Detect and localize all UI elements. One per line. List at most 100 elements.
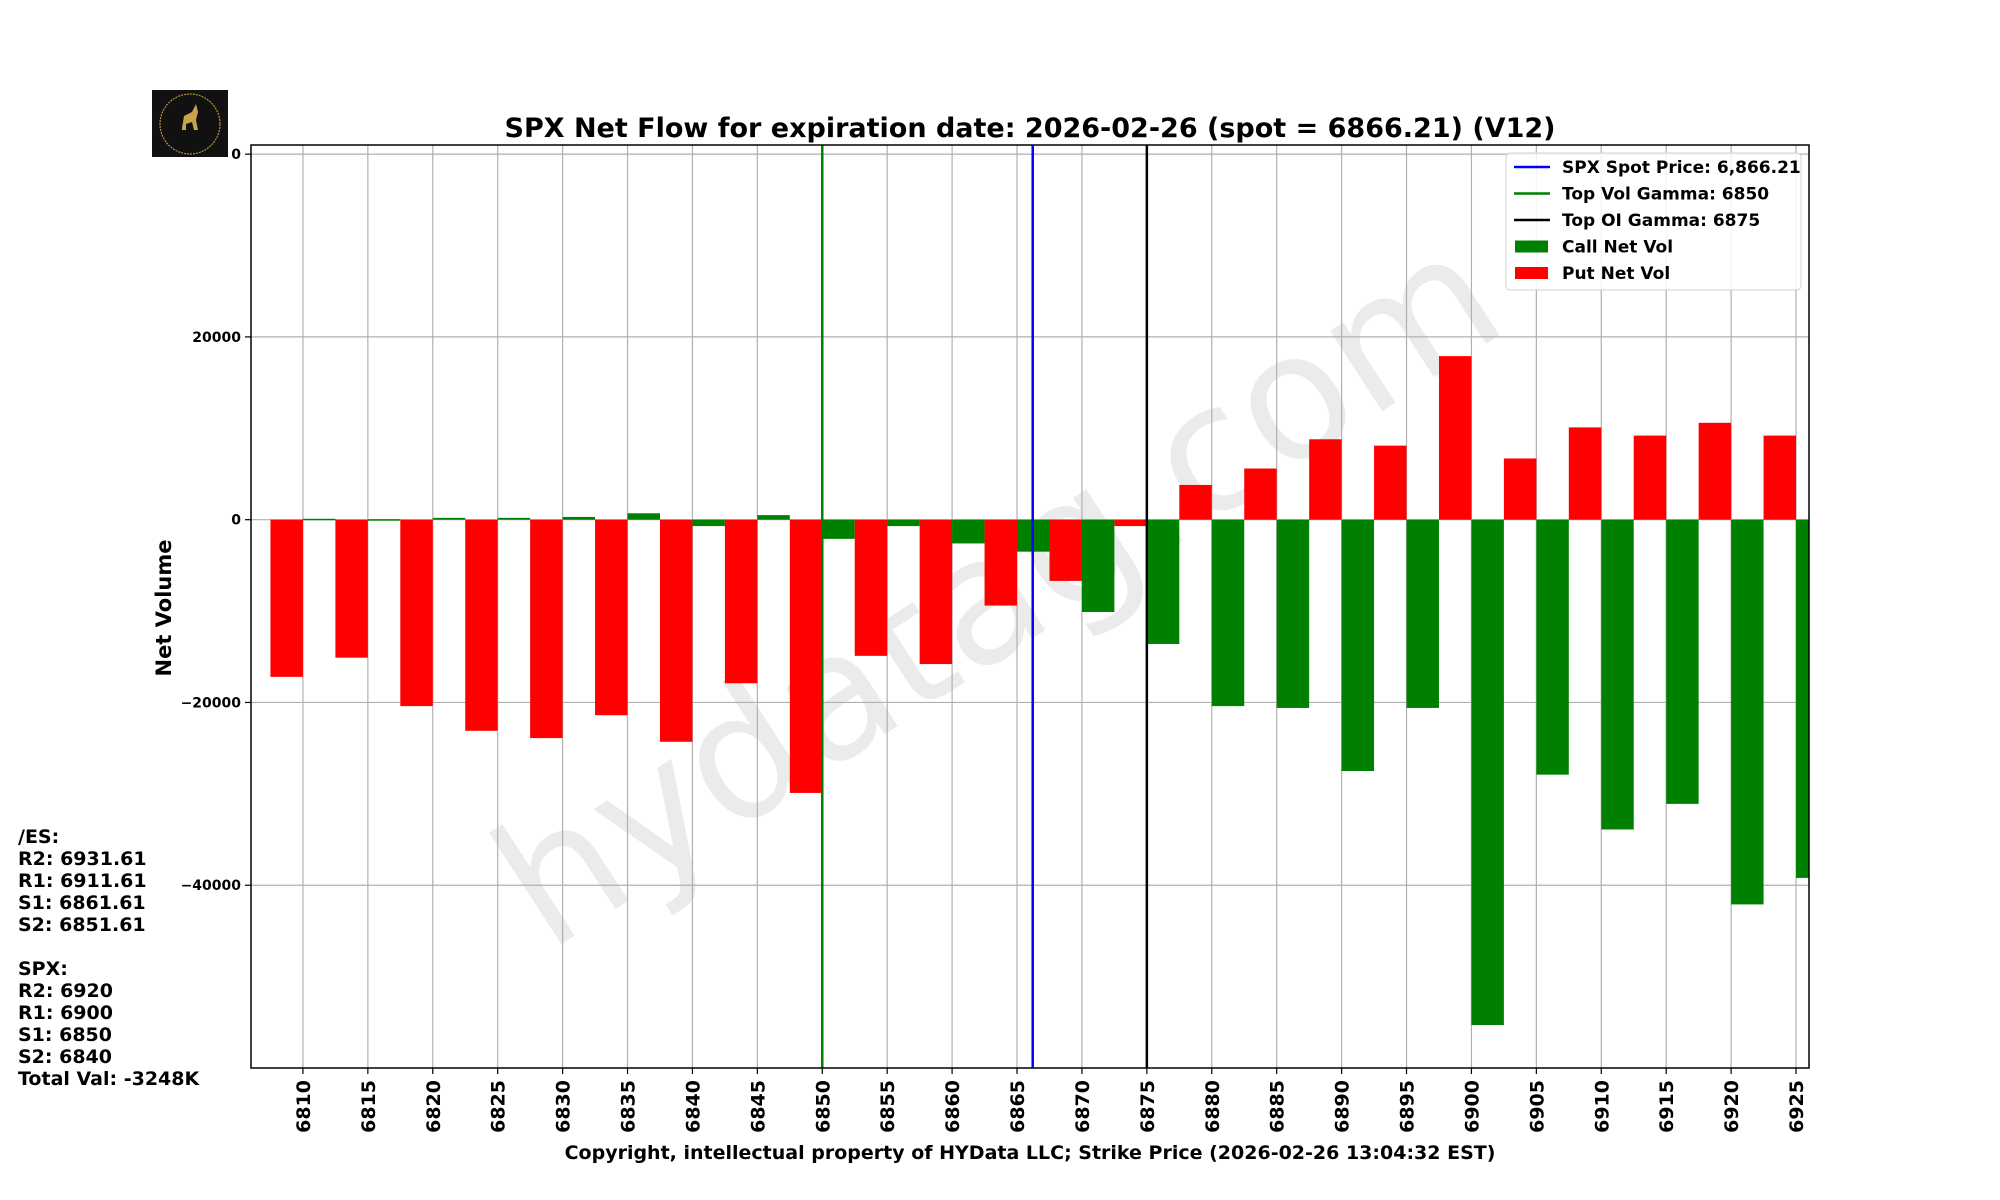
call-bar [1146,519,1180,644]
call-bar [1536,519,1569,775]
es-header: /ES: [18,826,60,848]
legend-label: Top Vol Gamma: 6850 [1562,185,1769,205]
x-tick-label: 6860 [942,1080,964,1133]
x-tick-label: 6835 [618,1080,640,1133]
put-bar [919,519,953,665]
put-bar [1179,484,1212,520]
put-bar [1698,422,1732,520]
legend-label: SPX Spot Price: 6,866.21 [1562,158,1801,178]
spx-header: SPX: [18,958,68,980]
es-r2: R2: 6931.61 [18,848,147,870]
call-bar [1406,519,1439,708]
x-tick-label: 6830 [553,1080,575,1133]
legend-label: Call Net Vol [1562,238,1673,258]
y-tick-label: 0 [231,513,241,529]
x-tick-label: 6855 [877,1080,899,1133]
total-value: Total Val: -3248K [18,1068,200,1090]
x-tick-label: 6925 [1786,1080,1808,1133]
put-bar [984,519,1018,606]
chart-title: SPX Net Flow for expiration date: 2026-0… [505,113,1556,144]
call-bar [952,519,985,544]
es-s1: S1: 6861.61 [18,892,146,914]
plot-frame [250,144,1810,1069]
put-bar [335,519,368,658]
call-bar [1601,519,1634,830]
call-bar [302,518,336,521]
x-tick-label: 6845 [747,1080,769,1133]
x-tick-label: 6810 [293,1080,315,1133]
x-tick-label: 6820 [423,1080,445,1133]
call-bar [887,519,920,527]
x-tick-label: 6910 [1591,1080,1613,1133]
x-tick-label: 6875 [1137,1080,1159,1133]
x-tick-label: 6840 [682,1080,704,1133]
spx-s1: S1: 6850 [18,1024,112,1046]
put-bar [530,519,563,739]
legend: SPX Spot Price: 6,866.21 Top Vol Gamma: 6… [1505,152,1802,291]
x-tick-label: 6895 [1397,1080,1419,1133]
call-bar [1666,519,1699,804]
call-bar [757,515,790,520]
put-bar [1633,435,1667,520]
logo-emblem-icon [159,93,221,155]
spx-r1: R1: 6900 [18,1002,113,1024]
spx-s2: S2: 6840 [18,1046,112,1068]
y-tick-label: 0 [231,147,241,163]
put-bar [854,519,888,656]
put-bar [1049,519,1082,581]
call-bar [562,516,596,520]
x-tick-label: 6815 [358,1080,380,1133]
put-bar [400,519,433,707]
call-bar [1471,519,1504,1026]
call-bar [497,517,531,520]
put-bar [789,519,823,793]
y-tick-label: −20000 [181,695,242,711]
put-bar [465,519,498,731]
put-bar [1244,468,1277,520]
call-bar [1731,519,1764,905]
put-bar [1438,356,1472,520]
y-tick-label: −40000 [181,878,242,894]
x-tick-label: 6865 [1007,1080,1029,1133]
call-bar [627,513,660,520]
put-bar [270,519,303,677]
x-tick-label: 6920 [1721,1080,1743,1133]
y-axis-label: Net Volume [152,540,176,677]
call-bar [1276,519,1310,708]
put-bar [1114,519,1147,527]
call-bar [692,519,725,527]
x-tick-label: 6885 [1267,1080,1289,1133]
x-tick-label: 6880 [1202,1080,1224,1133]
legend-patch-swatch [1515,240,1548,253]
put-bar [1309,439,1342,520]
spx-r2: R2: 6920 [18,980,113,1002]
legend-label: Put Net Vol [1562,264,1670,284]
x-tick-label: 6905 [1526,1080,1548,1133]
put-bar [659,519,693,742]
call-bar [1081,519,1115,612]
x-axis-label: Copyright, intellectual property of HYDa… [565,1142,1496,1164]
call-bar [1341,519,1375,771]
es-r1: R1: 6911.61 [18,870,147,892]
legend-label: Top OI Gamma: 6875 [1562,211,1760,231]
x-tick-label: 6900 [1461,1080,1483,1133]
x-tick-label: 6825 [488,1080,510,1133]
put-bar [1503,458,1537,520]
call-bar [1796,519,1809,878]
levels-panel: /ES: R2: 6931.61 R1: 6911.61 S1: 6861.61 S2:… [18,826,199,1090]
call-bar [432,517,466,520]
put-bar [1763,435,1797,520]
x-tick-label: 6850 [812,1080,834,1133]
legend-patch-swatch [1515,267,1548,279]
put-bar [1568,427,1602,520]
x-tick-label: 6890 [1332,1080,1354,1133]
call-bar [1211,519,1245,707]
es-s2: S2: 6851.61 [18,914,146,936]
y-tick-label: 20000 [192,330,241,346]
put-bar [1374,445,1407,520]
hydata-logo [152,90,228,157]
x-tick-label: 6915 [1656,1080,1678,1133]
put-bar [724,519,758,684]
x-tick-label: 6870 [1072,1080,1094,1133]
